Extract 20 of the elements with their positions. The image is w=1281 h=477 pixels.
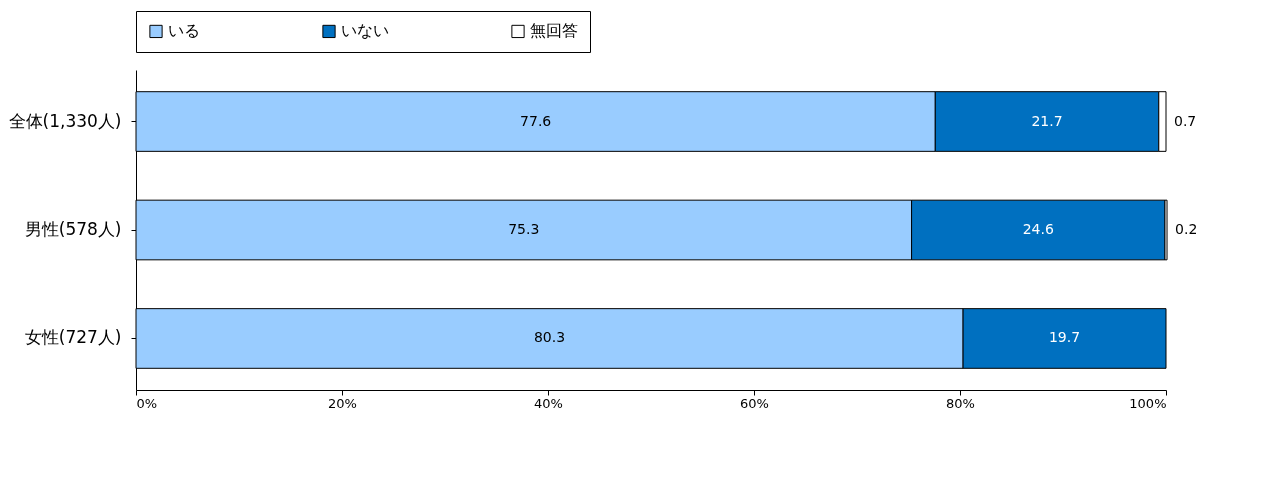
- data-label: 21.7: [1031, 112, 1063, 129]
- data-label: 24.6: [1022, 221, 1054, 237]
- data-label: 77.6: [520, 112, 552, 129]
- x-tick-label: 0%: [136, 395, 158, 411]
- x-tick-label: 60%: [740, 395, 769, 411]
- x-tick-label: 100%: [1129, 395, 1167, 411]
- data-label: 75.3: [508, 221, 540, 237]
- data-label: 80.3: [533, 329, 566, 346]
- legend-label: いない: [341, 21, 389, 41]
- legend-label: 無回答: [530, 21, 578, 41]
- y-tick-label: 女性(727人): [24, 327, 122, 348]
- y-tick-label: 男性(578人): [24, 219, 122, 239]
- data-label: 0.7: [1174, 112, 1197, 129]
- x-tick-label: 80%: [946, 395, 975, 411]
- legend-label: いる: [168, 21, 200, 41]
- data-label: 19.7: [1048, 329, 1081, 346]
- y-tick-label: 全体(1,330人): [8, 110, 122, 131]
- data-label: 0.2: [1175, 221, 1198, 237]
- x-tick-label: 40%: [534, 395, 563, 411]
- x-tick-label: 20%: [328, 395, 357, 411]
